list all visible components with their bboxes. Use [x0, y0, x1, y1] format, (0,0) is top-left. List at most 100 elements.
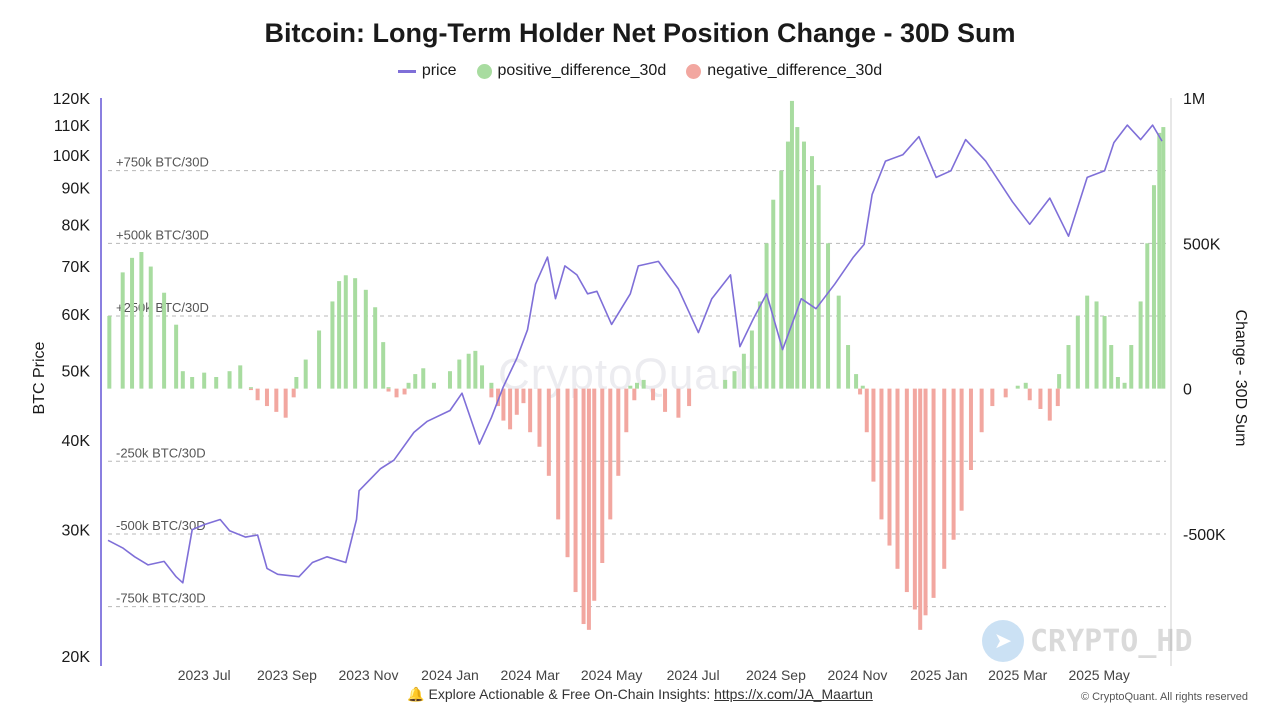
negative-bar	[274, 388, 279, 412]
positive-bar	[1094, 301, 1099, 389]
bell-icon: 🔔	[407, 686, 425, 702]
positive-bar	[826, 243, 831, 389]
negative-bar	[979, 388, 984, 433]
negative-bar	[951, 388, 956, 540]
legend-label-negative: negative_difference_30d	[707, 62, 883, 79]
negative-bar	[592, 388, 597, 601]
reference-line-label: +500k BTC/30D	[116, 227, 209, 242]
price-line	[107, 124, 1163, 584]
positive-bar	[741, 353, 746, 389]
x-axis-tick-label: 2024 May	[581, 667, 642, 683]
positive-bar	[1015, 385, 1020, 389]
positive-bar	[854, 374, 859, 389]
negative-bar	[632, 388, 637, 401]
positive-bar	[757, 301, 762, 389]
positive-bar	[1066, 345, 1071, 389]
legend-item-positive[interactable]: positive_difference_30d	[476, 62, 667, 80]
legend-label-positive: positive_difference_30d	[497, 62, 667, 79]
positive-bar	[764, 243, 769, 389]
chart-legend: price positive_difference_30d negative_d…	[0, 62, 1280, 80]
right-axis-tick-label: 500K	[1183, 236, 1221, 253]
positive-bar	[202, 372, 207, 389]
negative-bar	[968, 388, 973, 470]
left-axis-tick-label: 120K	[53, 91, 91, 108]
legend-item-negative[interactable]: negative_difference_30d	[686, 62, 882, 80]
negative-bar	[556, 388, 561, 520]
footer-link[interactable]: https://x.com/JA_Maartun	[714, 686, 873, 702]
negative-bar	[895, 388, 900, 569]
positive-bar	[809, 156, 814, 389]
negative-bar	[904, 388, 909, 593]
negative-bar	[990, 388, 995, 407]
x-axis-tick-label: 2025 May	[1068, 667, 1129, 683]
footer-note: 🔔 Explore Actionable & Free On-Chain Ins…	[0, 686, 1280, 703]
positive-bar	[466, 353, 471, 389]
negative-bar	[879, 388, 884, 520]
reference-line-label: -500k BTC/30D	[116, 518, 206, 533]
positive-bar	[723, 379, 728, 389]
legend-item-price[interactable]: price	[397, 62, 457, 80]
positive-bar	[1085, 295, 1090, 389]
negative-bar	[496, 388, 501, 407]
negative-bar	[586, 388, 591, 630]
positive-bar	[1115, 377, 1120, 389]
positive-bar	[628, 385, 633, 389]
left-axis-tick-label: 100K	[53, 148, 91, 165]
positive-bar	[480, 365, 485, 389]
negative-bar	[918, 388, 923, 630]
positive-bar	[1151, 185, 1156, 389]
right-axis-title: Change - 30D Sum	[1232, 310, 1249, 447]
negative-bar	[386, 388, 391, 392]
positive-bar	[489, 382, 494, 389]
reference-line-label: +750k BTC/30D	[116, 155, 209, 170]
legend-swatch-price	[397, 69, 416, 73]
positive-bar	[779, 170, 784, 389]
x-axis-tick-label: 2024 Jan	[421, 667, 479, 683]
left-axis-tick-label: 90K	[62, 181, 91, 198]
positive-bar	[836, 295, 841, 389]
positive-bar	[406, 382, 411, 389]
negative-bar	[581, 388, 586, 625]
negative-bar	[573, 388, 578, 593]
legend-swatch-negative	[686, 63, 702, 79]
positive-bar	[107, 315, 112, 389]
positive-bar	[386, 387, 391, 389]
legend-label-price: price	[421, 62, 457, 79]
positive-bar	[294, 377, 299, 389]
negative-bar	[858, 388, 863, 395]
positive-bar	[1122, 382, 1127, 389]
positive-bar	[789, 100, 794, 389]
negative-bar	[871, 388, 876, 482]
positive-bar	[785, 141, 790, 389]
positive-bar	[749, 330, 754, 389]
left-axis-tick-label: 20K	[62, 649, 91, 666]
positive-bar	[317, 330, 322, 389]
reference-line-label: -750k BTC/30D	[116, 591, 206, 606]
positive-bar	[473, 350, 478, 389]
x-axis-tick-label: 2023 Sep	[257, 667, 317, 683]
positive-bar	[353, 278, 358, 389]
negative-bar	[248, 388, 253, 391]
positive-bar	[1138, 301, 1143, 389]
negative-bar	[864, 388, 869, 433]
positive-bar	[1023, 382, 1028, 389]
positive-bar	[248, 387, 253, 389]
negative-bar	[624, 388, 629, 433]
positive-bar	[174, 324, 179, 389]
negative-bar	[508, 388, 513, 430]
negative-bar	[1055, 388, 1060, 407]
x-axis-tick-label: 2024 Mar	[501, 667, 560, 683]
x-axis-tick-label: 2024 Sep	[746, 667, 806, 683]
negative-bar	[521, 388, 526, 404]
positive-bar	[148, 266, 153, 389]
negative-bar	[959, 388, 964, 511]
x-axis-tick-label: 2024 Jul	[667, 667, 720, 683]
negative-bar	[1038, 388, 1043, 409]
left-axis-tick-label: 30K	[62, 523, 91, 540]
negative-bar	[931, 388, 936, 598]
negative-bar	[616, 388, 621, 476]
positive-bar	[238, 365, 243, 389]
left-axis-tick-label: 50K	[62, 364, 91, 381]
positive-bar	[1145, 243, 1150, 389]
